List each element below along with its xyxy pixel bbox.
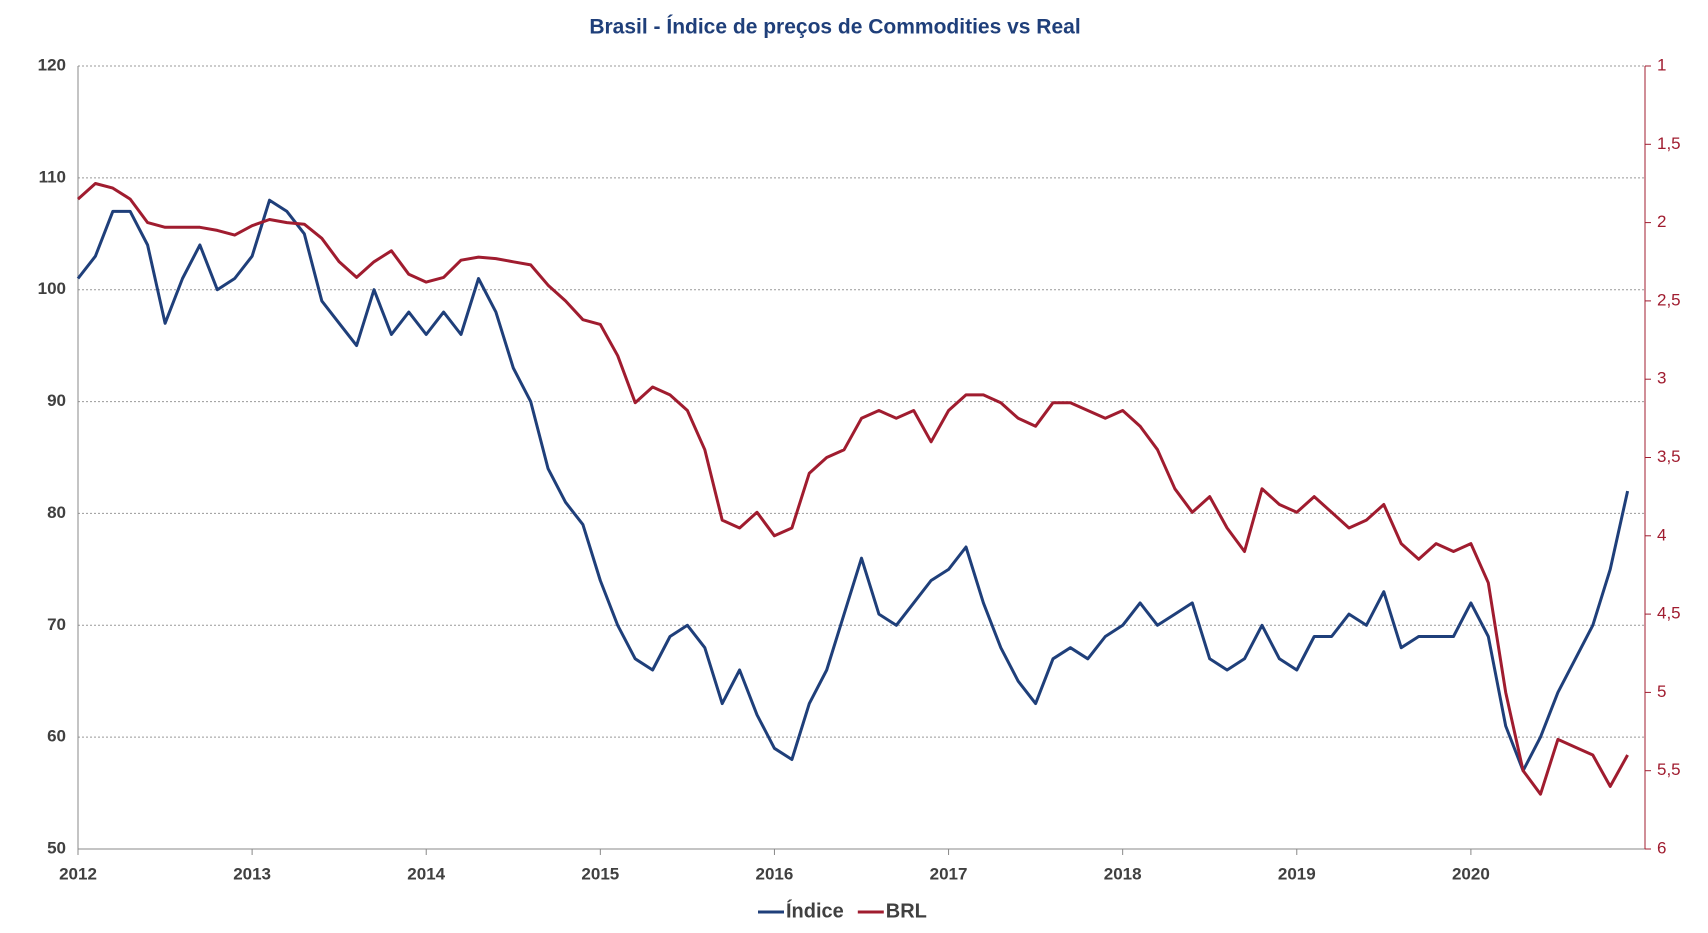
y2-tick-label: 4 xyxy=(1657,525,1666,544)
x-tick-label: 2018 xyxy=(1104,864,1142,883)
y-tick-label: 80 xyxy=(47,503,66,522)
y2-tick-label: 2 xyxy=(1657,212,1666,231)
y-tick-label: 90 xyxy=(47,391,66,410)
legend-label: Índice xyxy=(786,899,844,922)
y-tick-label: 120 xyxy=(38,55,66,74)
series-line xyxy=(76,182,1629,796)
x-tick-label: 2015 xyxy=(581,864,619,883)
y2-tick-label: 1,5 xyxy=(1657,134,1681,153)
x-tick-label: 2012 xyxy=(59,864,97,883)
x-tick-label: 2014 xyxy=(407,864,445,883)
y2-tick-label: 1 xyxy=(1657,55,1666,74)
chart-title: Brasil - Índice de preços de Commodities… xyxy=(589,16,1080,39)
y-tick-label: 100 xyxy=(38,279,66,298)
y-tick-label: 50 xyxy=(47,838,66,857)
x-tick-label: 2019 xyxy=(1278,864,1316,883)
y-tick-label: 70 xyxy=(47,615,66,634)
y2-tick-label: 3,5 xyxy=(1657,447,1681,466)
x-tick-label: 2017 xyxy=(930,864,968,883)
y2-tick-label: 3 xyxy=(1657,369,1666,388)
y2-tick-label: 5 xyxy=(1657,682,1666,701)
y2-tick-label: 5,5 xyxy=(1657,760,1681,779)
y-tick-label: 60 xyxy=(47,727,66,746)
y2-tick-label: 2,5 xyxy=(1657,290,1681,309)
legend-label: BRL xyxy=(886,900,927,922)
y-tick-label: 110 xyxy=(39,167,66,186)
y2-tick-label: 4,5 xyxy=(1657,604,1681,623)
x-tick-label: 2020 xyxy=(1452,864,1490,883)
series-line xyxy=(76,198,1630,773)
x-tick-label: 2013 xyxy=(233,864,271,883)
x-tick-label: 2016 xyxy=(756,864,794,883)
y2-tick-label: 6 xyxy=(1657,838,1666,857)
